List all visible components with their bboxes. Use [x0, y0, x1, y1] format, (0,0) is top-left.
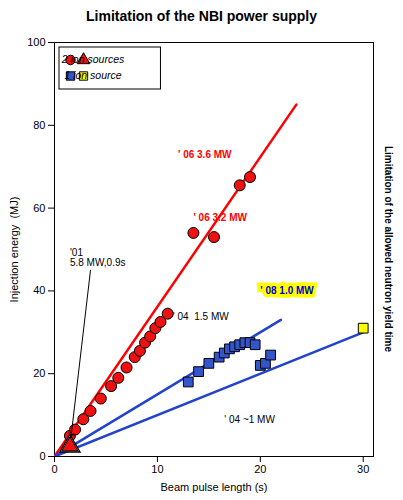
svg-text:Limitation of the allowed neut: Limitation of the allowed neutron yield …: [383, 146, 394, 353]
svg-text:1 ion source: 1 ion source: [64, 69, 121, 81]
svg-text:' 06 3.2 MW: ' 06 3.2 MW: [193, 212, 247, 223]
html-text:Limitation of the NBI power su: Limitation of the NBI power supply: [86, 8, 317, 24]
svg-text:' 04 1.5 MW: ' 04 1.5 MW: [173, 311, 229, 322]
svg-text:Beam pulse length (s): Beam pulse length (s): [161, 481, 268, 493]
svg-text:10: 10: [151, 463, 163, 475]
svg-text:40: 40: [33, 284, 45, 296]
svg-text:' 06 3.6 MW: ' 06 3.6 MW: [178, 149, 232, 160]
svg-text:80: 80: [33, 119, 45, 131]
svg-text:100: 100: [27, 36, 45, 48]
svg-text:2 ion sources: 2 ion sources: [61, 53, 125, 65]
svg-text:0: 0: [51, 463, 57, 475]
svg-text:'015.8 MW,0.9s: '015.8 MW,0.9s: [70, 247, 126, 268]
svg-text:0: 0: [39, 450, 45, 462]
svg-text:30: 30: [357, 463, 369, 475]
svg-text:' 04 ~1 MW: ' 04 ~1 MW: [224, 414, 275, 425]
svg-text:Injection energy (MJ): Injection energy (MJ): [8, 197, 20, 303]
svg-text:60: 60: [33, 202, 45, 214]
svg-text:20: 20: [33, 367, 45, 379]
svg-text:' 08 1.0 MW: ' 08 1.0 MW: [260, 285, 314, 296]
svg-text:20: 20: [254, 463, 266, 475]
